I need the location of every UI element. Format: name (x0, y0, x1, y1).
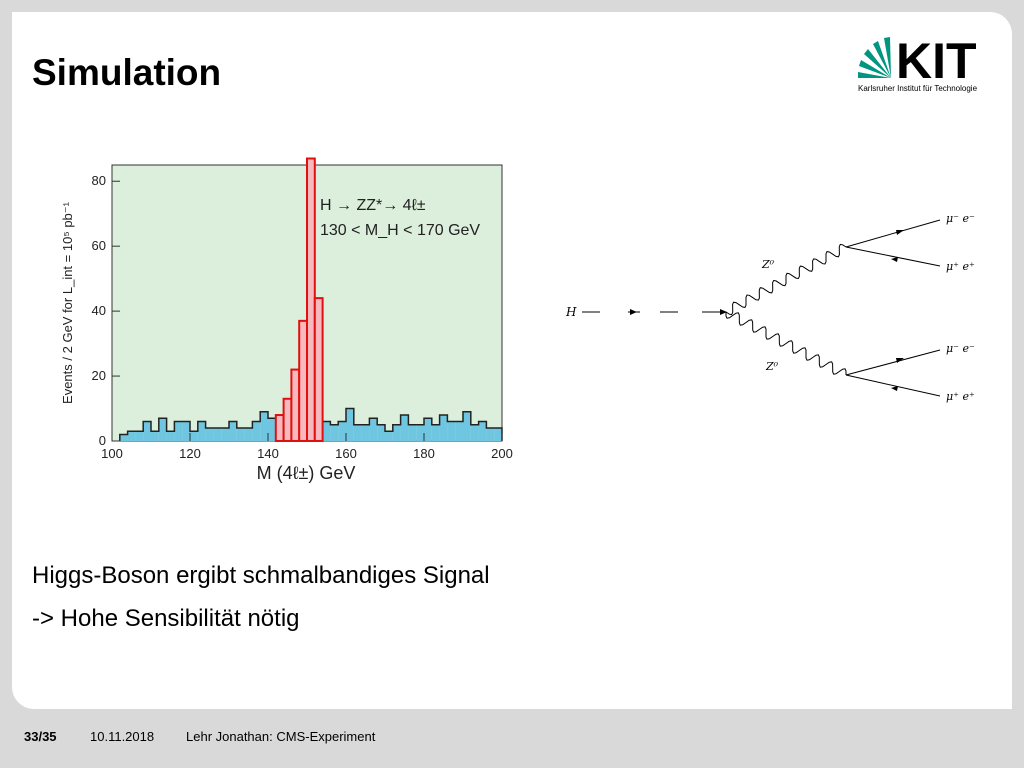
lepton-arrow-icon (896, 358, 904, 363)
background-bar (236, 428, 245, 441)
axis-ticks: 100 120 140 160 180 200 0 20 40 60 80 (92, 173, 513, 461)
background-bar (455, 421, 463, 441)
signal-bar (282, 397, 293, 443)
background-bar (260, 411, 268, 441)
x-tick-label: 160 (335, 446, 357, 461)
background-bar (174, 421, 183, 441)
bullet-1: Higgs-Boson ergibt schmalbandiges Signal (32, 562, 490, 589)
background-bar (353, 424, 362, 441)
background-bar (494, 428, 502, 441)
lepton-label-4: μ⁺ e⁺ (946, 390, 975, 403)
background-bar (478, 421, 487, 441)
background-bar (361, 424, 370, 441)
background-bar (229, 421, 237, 441)
signal-bar (298, 319, 308, 442)
signal-bar (290, 368, 301, 443)
lepton-arrow-icon (896, 230, 904, 235)
bullet-2: -> Hohe Sensibilität nötig (32, 605, 300, 632)
background-bar (166, 431, 175, 441)
background-bar (190, 431, 198, 441)
background-bar (127, 431, 136, 441)
y-axis-label: Events / 2 GeV for L_int = 10⁵ pb⁻¹ (60, 201, 75, 404)
y-tick-label: 40 (92, 303, 106, 318)
background-bar (400, 415, 409, 441)
x-tick-label: 120 (179, 446, 201, 461)
background-bar (119, 434, 128, 441)
slide-title: Simulation (32, 52, 222, 93)
background-bar (424, 418, 432, 441)
signal-bar (306, 157, 316, 442)
logo-subtitle: Karlsruher Institut für Technologie (858, 84, 978, 93)
chart-title: H → ZZ*→ 4ℓ± (320, 197, 426, 214)
lepton-lines (845, 219, 941, 397)
signal-bar (274, 414, 285, 442)
z-boson-upper-line (725, 243, 847, 316)
lepton-label-2: μ⁺ e⁺ (946, 260, 975, 273)
signal-bars (274, 157, 324, 443)
lepton-label-1: μ⁻ e⁻ (946, 212, 975, 225)
footer-date: 10.11.2018 (90, 729, 155, 744)
background-bar (385, 431, 393, 441)
background-bar (463, 411, 471, 441)
background-bar (392, 424, 401, 441)
background-bar (221, 428, 229, 441)
x-tick-label: 140 (257, 446, 279, 461)
x-tick-label: 100 (101, 446, 123, 461)
background-bar (268, 418, 276, 441)
lepton-arrow-icon (891, 386, 898, 391)
higgs-arrow-icon (720, 309, 727, 315)
footer-author: Lehr Jonathan: CMS-Experiment (186, 729, 376, 744)
background-bar (470, 424, 479, 441)
lepton-arrow-icon (891, 257, 898, 262)
background-bar (369, 418, 378, 441)
background-bar (330, 424, 339, 441)
signal-bar (313, 297, 324, 442)
background-bar (197, 421, 206, 441)
background-bar (205, 428, 214, 441)
kit-logo-fan-icon (858, 37, 891, 78)
lepton-label-3: μ⁻ e⁻ (946, 342, 975, 355)
x-tick-label: 200 (491, 446, 513, 461)
background-bar (439, 415, 448, 441)
background-bars (119, 407, 503, 441)
y-tick-label: 80 (92, 173, 106, 188)
background-bar (377, 424, 385, 441)
background-bar (143, 421, 151, 441)
background-bar (158, 418, 167, 441)
histogram-chart: 100 120 140 160 180 200 0 20 40 60 80 H → ZZ*→ 4ℓ±… (60, 157, 513, 483)
y-tick-label: 0 (99, 433, 106, 448)
background-bar (135, 431, 144, 441)
background-bar (252, 421, 261, 441)
higgs-arrow-icon (630, 309, 637, 315)
z-upper-label: Z⁰ (761, 258, 775, 271)
background-bar (416, 424, 424, 441)
feynman-diagram: H Z⁰ Z⁰ μ⁻ e⁻ μ⁺ e⁺ μ⁻ e⁻ μ⁺ e⁺ (565, 212, 975, 403)
y-tick-label: 60 (92, 238, 106, 253)
background-bar (408, 424, 417, 441)
z-lower-label: Z⁰ (765, 360, 779, 373)
background-bar (338, 421, 346, 441)
chart-subtitle: 130 < M_H < 170 GeV (320, 222, 480, 239)
z-boson-lower-line (725, 312, 847, 375)
y-tick-label: 20 (92, 368, 106, 383)
background-bar (346, 408, 354, 441)
background-bar (244, 428, 253, 441)
x-axis-label: M (4ℓ±) GeV (257, 463, 356, 483)
kit-logo-text: KIT (896, 33, 977, 84)
background-bar (213, 428, 222, 441)
background-bar (322, 421, 331, 441)
background-bar (447, 421, 456, 441)
kit-logo: KIT (858, 33, 977, 84)
background-bar (151, 431, 159, 441)
background-bar (486, 428, 495, 441)
higgs-label: H (565, 305, 577, 319)
background-bar (182, 421, 190, 441)
page-number: 33/35 (24, 729, 57, 744)
background-bar (431, 424, 440, 441)
x-tick-label: 180 (413, 446, 435, 461)
